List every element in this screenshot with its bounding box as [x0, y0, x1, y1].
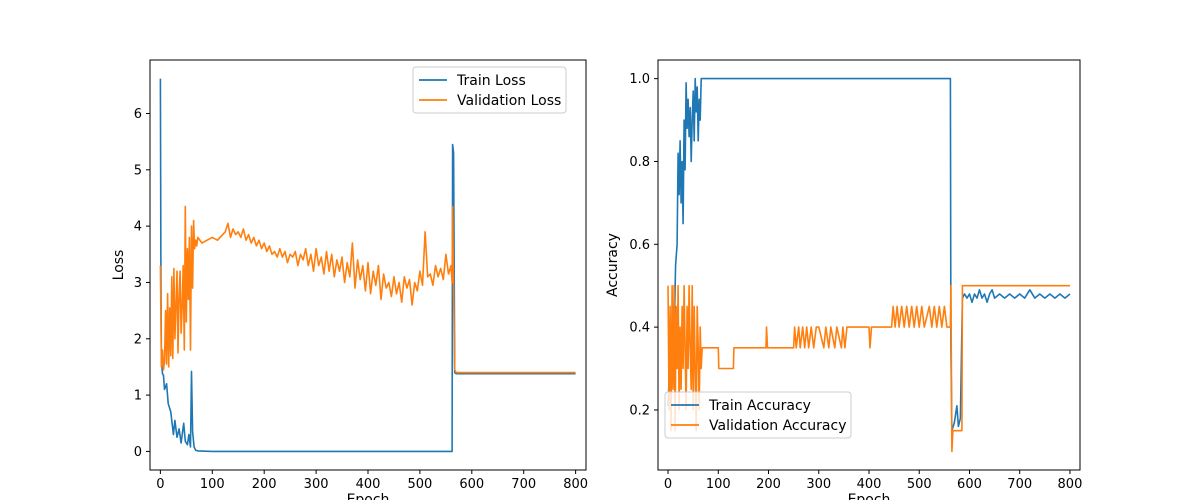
- loss-y-tick-label: 2: [134, 332, 142, 347]
- loss-x-tick-label: 0: [156, 477, 164, 492]
- accuracy-x-tick-label: 100: [706, 477, 731, 492]
- loss-x-tick-label: 700: [511, 477, 536, 492]
- loss-x-axis-label: Epoch: [347, 492, 390, 500]
- loss-x-tick-label: 300: [304, 477, 329, 492]
- accuracy-legend: Train Accuracy Validation Accuracy: [664, 391, 852, 439]
- accuracy-x-tick-label: 700: [1007, 477, 1032, 492]
- loss-y-tick-label: 5: [134, 163, 142, 178]
- loss-x-tick-label: 400: [356, 477, 381, 492]
- accuracy-y-axis-label: Accuracy: [605, 233, 621, 297]
- accuracy-legend-label-train: Train Accuracy: [708, 398, 811, 414]
- accuracy-x-tick-label: 300: [806, 477, 831, 492]
- loss-x-tick-label: 500: [407, 477, 432, 492]
- loss-legend-label-train: Train Loss: [456, 73, 526, 89]
- accuracy-legend-box: [664, 391, 852, 439]
- accuracy-x-tick-label: 0: [664, 477, 672, 492]
- accuracy-x-tick-label: 200: [756, 477, 781, 492]
- accuracy-x-tick-label: 500: [907, 477, 932, 492]
- loss-legend-label-validation: Validation Loss: [457, 93, 561, 109]
- accuracy-legend-label-validation: Validation Accuracy: [709, 418, 847, 434]
- loss-y-tick-label: 3: [134, 276, 142, 291]
- accuracy-y-tick-label: 0.6: [629, 238, 650, 253]
- accuracy-y-tick-label: 0.2: [629, 403, 650, 418]
- accuracy-series-train-line: [667, 77, 1071, 432]
- accuracy-series-validation-line: [667, 284, 1070, 453]
- loss-x-tick-label: 200: [252, 477, 277, 492]
- accuracy-x-axis-label: Epoch: [848, 492, 891, 500]
- loss-x-tick-label: 600: [459, 477, 484, 492]
- accuracy-x-tick-label: 400: [857, 477, 882, 492]
- loss-y-axis-label: Loss: [111, 250, 127, 281]
- loss-series-validation-line: [159, 205, 576, 374]
- loss-x-tick-label: 800: [563, 477, 588, 492]
- loss-legend-box: [412, 66, 567, 114]
- loss-panel: 0 100 200 300 400 500 600 700 800 0 1 2 3 4 5 6 Epoch Los…: [111, 59, 588, 500]
- accuracy-y-tick-label: 1.0: [629, 72, 650, 87]
- loss-y-tick-label: 1: [134, 389, 142, 404]
- loss-legend: Train Loss Validation Loss: [412, 66, 567, 114]
- loss-x-tick-label: 100: [200, 477, 225, 492]
- loss-y-tick-label: 4: [134, 220, 142, 235]
- loss-series-train-line: [159, 78, 576, 453]
- accuracy-y-tick-label: 0.8: [629, 155, 650, 170]
- accuracy-x-tick-label: 600: [957, 477, 982, 492]
- loss-y-tick-label: 6: [134, 107, 142, 122]
- accuracy-y-tick-label: 0.4: [629, 321, 650, 336]
- accuracy-x-tick-label: 800: [1058, 477, 1083, 492]
- accuracy-panel: 0 100 200 300 400 500 600 700 800 0.2 0.4 0.6 0.8 1.0…: [605, 59, 1083, 500]
- loss-y-tick-label: 0: [134, 445, 142, 460]
